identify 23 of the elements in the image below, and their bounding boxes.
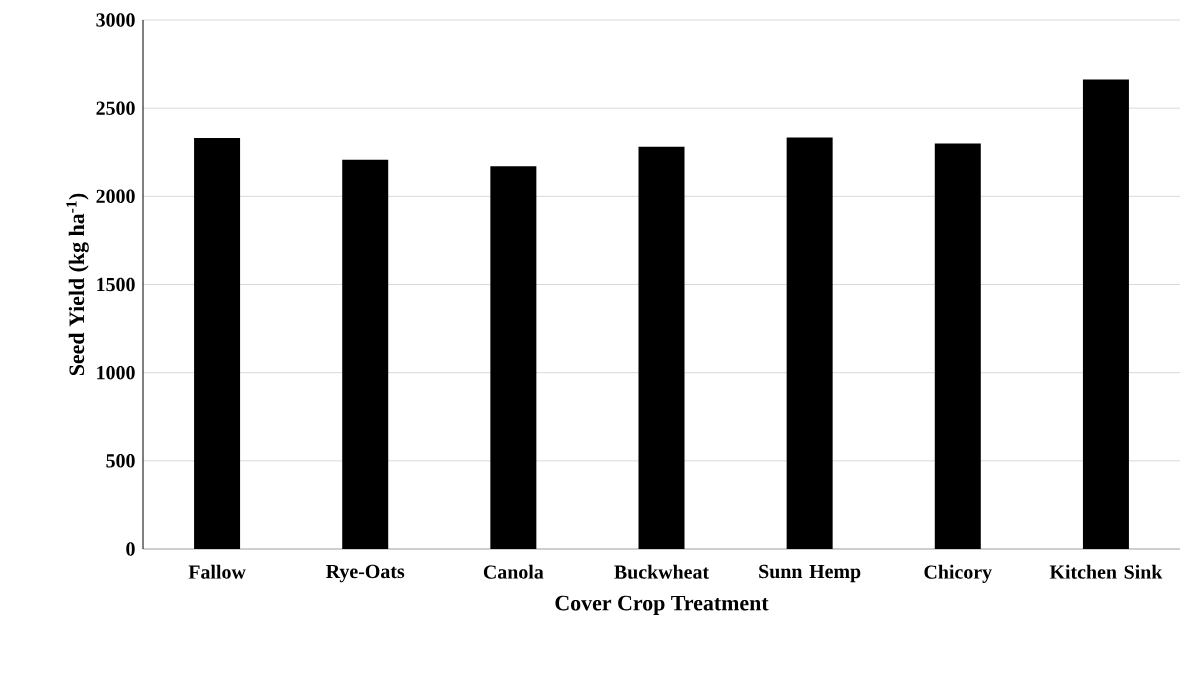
- x-tick-label: Canola: [483, 564, 544, 579]
- x-tick-label: Chicory: [924, 564, 992, 583]
- bar: [1082, 79, 1129, 549]
- y-tick-label: 2500: [96, 101, 135, 115]
- y-tick-label: 500: [106, 454, 135, 468]
- bar: [194, 137, 241, 549]
- y-tick-label: 0: [126, 542, 135, 556]
- y-tick-label: 3000: [96, 13, 135, 27]
- y-tick-label: 1000: [97, 365, 135, 380]
- bar: [786, 137, 833, 549]
- x-tick-label: Rye-Oats: [326, 564, 405, 583]
- x-axis-title: Cover Crop Treatment: [555, 595, 769, 615]
- bar: [934, 143, 981, 549]
- bar: [342, 159, 389, 549]
- y-tick-label: 1500: [97, 277, 135, 292]
- x-tick-label: Fallow: [188, 564, 246, 579]
- bar: [490, 166, 537, 549]
- x-tick-label: Buckwheat: [614, 564, 710, 579]
- bar: [638, 146, 685, 549]
- y-tick-label: 2000: [96, 189, 135, 204]
- x-tick-label: Sunn Hemp: [759, 564, 861, 583]
- y-axis-title: Seed Yield (kg ha$^{-1}$): [66, 193, 89, 376]
- x-tick-label: Kitchen Sink: [1049, 564, 1163, 579]
